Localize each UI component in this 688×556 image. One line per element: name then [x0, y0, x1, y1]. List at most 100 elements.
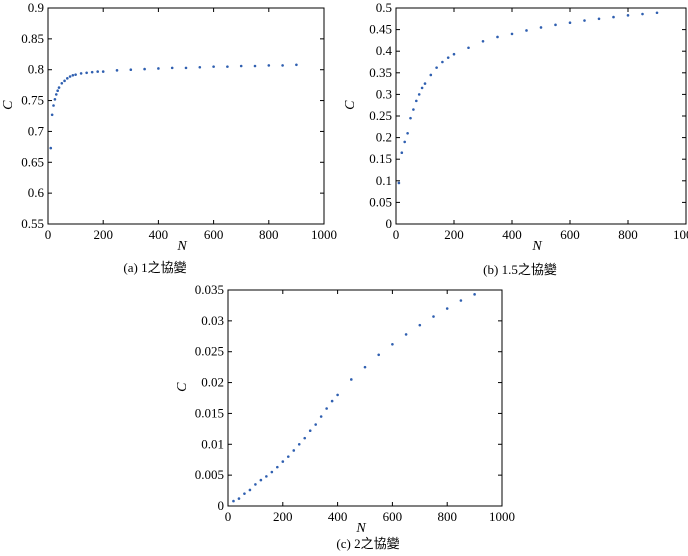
data-point [226, 65, 229, 68]
x-tick-label: 1000 [311, 227, 337, 242]
data-point [655, 11, 659, 15]
plot-frame [47, 7, 325, 225]
data-point [54, 93, 58, 96]
data-point [397, 181, 401, 185]
data-point [612, 15, 615, 19]
x-tick-label: 1000 [489, 509, 515, 524]
x-tick-label: 800 [259, 227, 279, 242]
data-point [276, 465, 279, 469]
data-point [429, 73, 433, 77]
data-point [403, 140, 407, 144]
y-axis-label: C [175, 382, 190, 392]
y-tick-label: 0.35 [369, 65, 392, 80]
data-point [198, 65, 202, 69]
data-point [418, 323, 422, 327]
data-point [259, 478, 263, 482]
y-tick-label: 0.3 [376, 86, 392, 101]
data-point [56, 89, 59, 92]
x-tick-label: 1000 [673, 227, 688, 242]
data-point [432, 315, 435, 318]
data-point [232, 499, 235, 503]
data-point [49, 146, 53, 150]
data-point [184, 66, 188, 70]
data-point [510, 32, 514, 36]
plot-frame [395, 7, 687, 225]
subplot-caption: (a) 1之協變 [123, 260, 186, 275]
x-tick-label: 600 [383, 509, 403, 524]
data-point [363, 365, 367, 369]
y-tick-label: 0.25 [369, 108, 392, 123]
data-point [336, 393, 339, 397]
data-point [435, 66, 438, 69]
data-point [445, 307, 449, 310]
data-point [90, 70, 94, 74]
subplot-c: 0 200 400 600 800 1000 0 0.005 0.01 0.015 0.02 0.02… [175, 282, 515, 551]
plot-frame [227, 289, 503, 507]
y-tick-label: 0.9 [28, 0, 44, 15]
y-tick-label: 0.8 [28, 62, 44, 77]
subplot-caption: (b) 1.5之協變 [483, 262, 557, 277]
data-point [481, 39, 485, 43]
data-point [412, 108, 415, 111]
data-point [404, 333, 408, 336]
data-point [330, 399, 334, 403]
subplot-caption: (c) 2之協變 [336, 536, 399, 551]
data-point [420, 86, 424, 90]
x-axis-label: N [355, 521, 366, 536]
x-axis-label: N [176, 239, 187, 254]
y-tick-label: 0.03 [201, 313, 224, 328]
x-tick-label: 600 [560, 227, 580, 242]
data-point [143, 67, 146, 71]
data-point [50, 113, 54, 117]
data-point [157, 67, 160, 70]
data-point [71, 73, 75, 77]
data-point [391, 343, 394, 346]
y-tick-label: 0.025 [195, 344, 224, 359]
y-tick-label: 0.2 [376, 130, 392, 145]
data-point [303, 436, 307, 440]
data-point [101, 70, 105, 73]
data-point [406, 131, 409, 135]
x-axis-label: N [531, 239, 542, 254]
x-tick-label: 400 [502, 227, 522, 242]
x-tick-label: 0 [45, 227, 52, 242]
data-point [265, 475, 268, 478]
x-tick-label: 800 [437, 509, 457, 524]
y-tick-label: 0.65 [21, 154, 44, 169]
data-point [53, 98, 57, 101]
data-point [446, 56, 450, 59]
x-tick-label: 0 [393, 227, 400, 242]
data-point [415, 99, 418, 103]
data-point [66, 77, 69, 80]
y-tick-label: 0.6 [28, 185, 45, 200]
data-point [467, 46, 470, 50]
data-point [377, 353, 381, 357]
data-point [568, 21, 572, 24]
y-tick-label: 0.015 [195, 405, 224, 420]
data-point [74, 73, 77, 76]
data-point [417, 93, 421, 96]
x-tick-label: 0 [225, 509, 232, 524]
y-tick-label: 0.035 [195, 282, 224, 297]
y-tick-label: 0.4 [376, 43, 393, 58]
y-tick-label: 0.02 [201, 375, 224, 390]
data-point [292, 449, 296, 452]
x-tick-label: 400 [328, 509, 348, 524]
data-point [441, 60, 444, 64]
data-point [60, 81, 64, 85]
data-point [297, 442, 301, 446]
data-point [96, 70, 99, 73]
data-point [267, 64, 271, 67]
data-point [641, 12, 644, 16]
data-point [85, 71, 88, 75]
data-point [52, 104, 55, 107]
y-tick-label: 0.45 [369, 22, 392, 37]
data-point [57, 86, 61, 89]
data-point [525, 29, 528, 32]
subplot-a: 0 200 400 600 800 1000 0.55 0.6 0.65 0.7 0.75 0.8 0.… [1, 0, 337, 275]
data-point [129, 68, 133, 72]
y-tick-label: 0 [218, 498, 225, 513]
data-point [170, 66, 174, 70]
data-point [459, 299, 463, 302]
